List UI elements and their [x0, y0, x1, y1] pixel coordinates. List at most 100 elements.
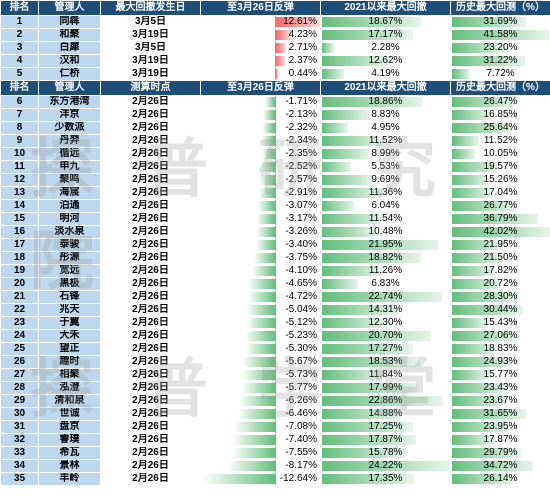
manager-cell: 泊通 [38, 199, 101, 213]
fund-table: 排名 管理人 最大回撤发生日 至3月26日反弹 2021以来最大回撤 历史最大回测（%） 1… [0, 0, 550, 486]
rebound-cell: -3.75% [200, 251, 321, 265]
hist-drawdown-value: 34.72% [483, 460, 518, 472]
rank-cell: 20 [0, 277, 39, 291]
rebound-value: -6.26% [285, 395, 317, 407]
table-row: 28 泓澄 2月26日 -5.77% 17.99% 23.43% [0, 381, 550, 395]
table-row: 31 盘京 2月26日 -7.08% 17.25% 23.95% [0, 420, 550, 434]
rebound-cell: 12.61% [200, 15, 321, 29]
hist-drawdown-value: 36.79% [483, 213, 518, 225]
drawdown-2021-bar [322, 292, 443, 302]
drawdown-2021-cell: 6.83% [320, 277, 451, 291]
drawdown-2021-cell: 12.62% [320, 54, 451, 68]
drawdown-2021-cell: 8.99% [320, 147, 451, 161]
table-row: 29 清和泉 2月26日 -6.26% 22.86% 23.67% [0, 394, 550, 408]
table-row: 20 黑极 2月26日 -4.65% 6.83% 20.72% [0, 277, 550, 291]
drawdown-2021-value: 14.88% [368, 408, 403, 420]
table-row: 18 彤源 2月26日 -3.75% 18.82% 21.50% [0, 251, 550, 265]
table-row: 24 大禾 2月26日 -5.23% 20.70% 27.06% [0, 329, 550, 343]
date-cell: 3月19日 [100, 54, 201, 68]
manager-cell: 大禾 [38, 329, 101, 343]
hist-drawdown-value: 21.50% [483, 252, 518, 264]
hist-drawdown-value: 23.95% [483, 421, 518, 433]
date-cell: 2月26日 [100, 368, 201, 382]
drawdown-2021-bar [322, 344, 414, 354]
drawdown-2021-cell: 24.22% [320, 459, 451, 473]
hist-drawdown-value: 15.43% [483, 317, 518, 329]
hist-drawdown-cell: 31.65% [450, 407, 550, 421]
zero-axis [275, 68, 277, 80]
drawdown-2021-value: 10.48% [368, 226, 403, 238]
hist-drawdown-value: 23.20% [483, 42, 518, 54]
hist-drawdown-cell: 23.43% [450, 381, 550, 395]
rebound-value: -2.57% [285, 174, 317, 186]
date-cell: 2月26日 [100, 212, 201, 226]
hist-drawdown-bar [452, 305, 523, 315]
header-cell: 历史最大回测（%） [450, 80, 550, 96]
rebound-bar [231, 448, 276, 458]
rebound-value: -3.07% [285, 200, 317, 212]
drawdown-2021-value: 22.86% [368, 395, 403, 407]
drawdown-2021-value: 11.52% [368, 135, 403, 147]
hist-drawdown-cell: 28.30% [450, 290, 550, 304]
rebound-cell: -6.46% [200, 407, 321, 421]
table-row: 2 和聚 3月19日 4.23% 17.17% 41.58% [0, 28, 550, 42]
drawdown-2021-cell: 4.19% [320, 67, 451, 81]
zero-axis [275, 291, 277, 303]
drawdown-2021-value: 11.84% [368, 369, 403, 381]
table-row: 14 泊通 2月26日 -3.07% 6.04% 26.77% [0, 199, 550, 213]
drawdown-2021-cell: 17.27% [320, 342, 451, 356]
rebound-value: -5.77% [285, 382, 317, 394]
hist-drawdown-cell: 23.20% [450, 41, 550, 55]
date-cell: 2月26日 [100, 251, 201, 265]
drawdown-2021-bar [322, 162, 352, 172]
manager-cell: 申九 [38, 160, 101, 174]
zero-axis [275, 213, 277, 225]
hist-drawdown-bar [452, 318, 488, 328]
zero-axis [275, 135, 277, 147]
drawdown-2021-cell: 17.99% [320, 381, 451, 395]
rebound-bar [261, 123, 276, 133]
rebound-cell: -5.23% [200, 329, 321, 343]
rank-cell: 16 [0, 225, 39, 239]
hist-drawdown-cell: 30.44% [450, 303, 550, 317]
hist-drawdown-value: 7.72% [486, 68, 515, 80]
hist-drawdown-value: 30.44% [483, 304, 518, 316]
rebound-bar [246, 305, 276, 315]
table-row: 32 睿璞 2月26日 -7.40% 17.87% 17.87% [0, 433, 550, 447]
rebound-value: -4.65% [285, 278, 317, 290]
date-cell: 2月26日 [100, 199, 201, 213]
hist-drawdown-bar [452, 474, 513, 484]
table-row: 23 于翼 2月26日 -5.12% 12.30% 15.43% [0, 316, 550, 330]
rebound-cell: -2.91% [200, 186, 321, 200]
rank-cell: 29 [0, 394, 39, 408]
date-cell: 3月5日 [100, 41, 201, 55]
drawdown-2021-value: 14.31% [368, 304, 403, 316]
date-cell: 2月26日 [100, 316, 201, 330]
rank-cell: 6 [0, 95, 39, 109]
hist-drawdown-cell: 26.14% [450, 472, 550, 486]
date-cell: 2月26日 [100, 134, 201, 148]
zero-axis [275, 447, 277, 459]
hist-drawdown-cell: 15.77% [450, 368, 550, 382]
rank-cell: 3 [0, 41, 39, 55]
hist-drawdown-value: 42.02% [483, 226, 518, 238]
rank-cell: 30 [0, 407, 39, 421]
date-cell: 2月26日 [100, 329, 201, 343]
header-row: 排名 管理人 测算时点 至3月26日反弹 2021以来最大回撤 历史最大回测（%） [0, 80, 550, 96]
hist-drawdown-cell: 17.87% [450, 433, 550, 447]
table-row: 6 东方港湾 2月26日 -1.71% 18.86% 26.47% [0, 95, 550, 109]
rank-cell: 13 [0, 186, 39, 200]
rebound-cell: -12.64% [200, 472, 321, 486]
hist-drawdown-bar [452, 461, 533, 471]
rebound-bar [227, 461, 276, 471]
hist-drawdown-value: 17.87% [483, 434, 518, 446]
zero-axis [275, 226, 277, 238]
table-row: 10 循远 2月26日 -2.35% 8.99% 10.05% [0, 147, 550, 161]
hist-drawdown-value: 24.93% [483, 356, 518, 368]
table-row: 30 世诚 2月26日 -6.46% 14.88% 31.65% [0, 407, 550, 421]
table-row: 16 淡水泉 2月26日 -3.26% 10.48% 42.02% [0, 225, 550, 239]
drawdown-2021-value: 18.53% [368, 356, 403, 368]
hist-drawdown-value: 26.47% [483, 96, 518, 108]
rebound-cell: -5.73% [200, 368, 321, 382]
manager-cell: 趣时 [38, 355, 101, 369]
